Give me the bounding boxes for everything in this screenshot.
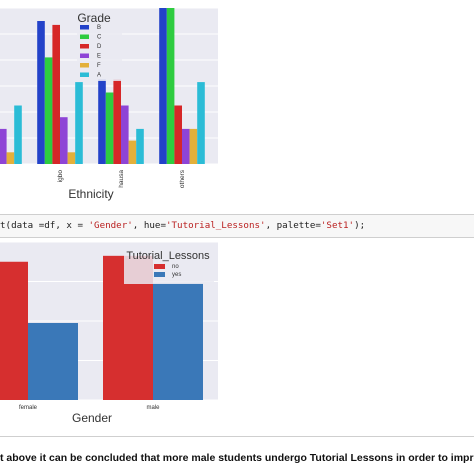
chart1-legend-swatch (80, 63, 89, 68)
chart1-bar (121, 105, 129, 164)
chart1-bar (159, 8, 167, 164)
chart1-legend-label: B (97, 25, 101, 31)
chart1-bar (52, 24, 60, 165)
chart2-legend-swatch (154, 272, 165, 277)
code-prefix: t(data =df, x = (0, 220, 89, 231)
chart1-legend-label: E (97, 54, 101, 60)
chart1-legend-swatch (80, 44, 89, 49)
chart1-legend-label: D (97, 44, 102, 50)
chart1-tick-label: hausa (118, 170, 125, 188)
code-mid2: , palette= (265, 220, 321, 231)
chart2-tick-label: male (146, 405, 160, 411)
chart1-legend-swatch (80, 25, 89, 30)
markdown-conclusion-text: t above it can be concluded that more ma… (0, 452, 474, 464)
chart1-bar (0, 128, 7, 164)
chart2-legend-label: no (172, 264, 179, 270)
chart1-bar (67, 152, 76, 164)
chart1-legend-swatch (80, 72, 89, 77)
chart1-bar (174, 105, 182, 164)
code-suffix: ); (354, 220, 366, 231)
chart2-legend-label: yes (172, 272, 181, 278)
chart1-legend-swatch (80, 53, 89, 58)
chart1-bar (6, 152, 15, 164)
chart2-bar (28, 322, 78, 400)
chart1-legend-label: C (97, 35, 102, 41)
cell-divider (0, 436, 474, 437)
chart1-bar (75, 82, 83, 164)
chart1-bar (14, 105, 22, 164)
chart1-legend-label: A (97, 73, 101, 79)
chart1-legend-label: F (97, 63, 101, 69)
chart1-bar (98, 79, 106, 164)
chart1-bar (182, 128, 190, 164)
code-hue-value: 'Tutorial_Lessons' (165, 220, 266, 231)
chart1-bar (113, 79, 121, 164)
chart2-legend-title: Tutorial_Lessons (126, 250, 210, 262)
chart1-bar (128, 140, 137, 164)
chart2-x-axis-label: Gender (72, 411, 112, 425)
chart1-bar (166, 8, 175, 164)
chart1-tick-label: igbo (57, 170, 64, 183)
chart2-bar (0, 261, 28, 400)
chart1-bar (60, 117, 68, 164)
chart1-tick-label: others (179, 169, 186, 188)
code-cell[interactable]: t(data =df, x = 'Gender', hue='Tutorial_… (0, 214, 474, 238)
chart2-tick-label: female (19, 405, 38, 411)
code-x-value: 'Gender' (88, 220, 133, 231)
chart1-legend-swatch (80, 34, 89, 39)
chart1-bar (189, 128, 198, 164)
chart1-bar (105, 92, 114, 164)
code-text: t(data =df, x = 'Gender', hue='Tutorial_… (0, 220, 365, 231)
chart2-bar (153, 283, 203, 400)
chart1-bar (136, 128, 144, 164)
code-palette-value: 'Set1' (320, 220, 355, 231)
chart1-bar (37, 21, 45, 164)
chart1-x-axis-label: Ethnicity (68, 187, 113, 201)
chart1-bar (197, 82, 205, 164)
chart2-legend-swatch (154, 264, 165, 269)
chart1-legend-title: Grade (77, 11, 111, 25)
code-mid: , hue= (132, 220, 166, 231)
chart2-legend-box (124, 248, 214, 284)
chart1-bar (44, 57, 53, 164)
